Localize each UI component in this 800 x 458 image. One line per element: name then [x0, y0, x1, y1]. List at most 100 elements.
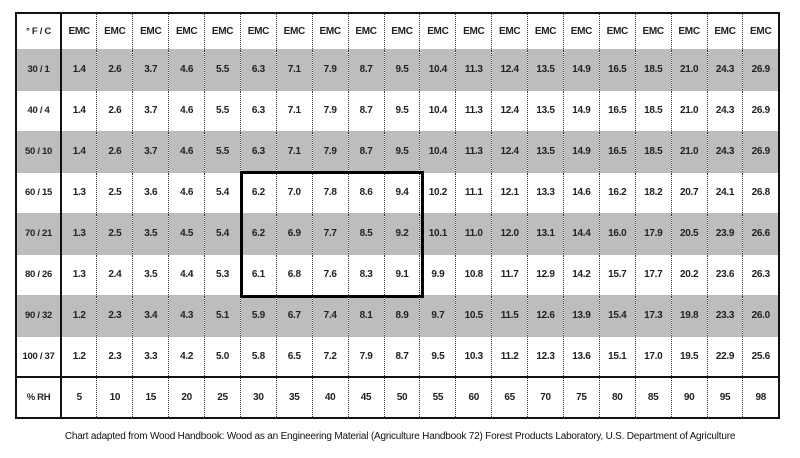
cell: 24.3 — [706, 90, 743, 131]
cell: 1.4 — [60, 131, 97, 172]
cell: 16.0 — [598, 213, 636, 254]
header-cell: EMC — [706, 13, 743, 49]
cell: 7.1 — [275, 131, 313, 172]
cell: 17.3 — [634, 295, 672, 336]
cell: 4.2 — [168, 336, 205, 377]
cell: 7.8 — [311, 172, 349, 213]
cell: 7.1 — [275, 49, 313, 90]
cell: 4.4 — [168, 254, 205, 295]
cell: 18.5 — [634, 90, 672, 131]
cell: 10.4 — [419, 90, 456, 131]
cell: 11.3 — [455, 90, 492, 131]
cell: 25 — [204, 377, 241, 418]
cell: 16.5 — [598, 49, 636, 90]
cell: 26.3 — [742, 254, 779, 295]
cell: 5.5 — [204, 49, 241, 90]
cell: 13.3 — [527, 172, 564, 213]
cell: 16.2 — [598, 172, 636, 213]
cell: 7.9 — [347, 336, 385, 377]
cell: 8.9 — [383, 295, 420, 336]
header-corner: ° F / C — [16, 13, 62, 49]
cell: 12.4 — [491, 90, 528, 131]
cell: 4.5 — [168, 213, 205, 254]
cell: 7.2 — [311, 336, 349, 377]
cell: 4.6 — [168, 49, 205, 90]
cell: 7.7 — [311, 213, 349, 254]
cell: 11.0 — [455, 213, 492, 254]
row-label: 50 / 10 — [16, 131, 62, 172]
cell: 26.9 — [742, 49, 779, 90]
cell: 17.9 — [634, 213, 672, 254]
cell: 5.8 — [239, 336, 277, 377]
cell: 6.5 — [275, 336, 313, 377]
cell: 15.4 — [598, 295, 636, 336]
header-cell: EMC — [634, 13, 672, 49]
cell: 14.9 — [562, 131, 600, 172]
cell: 95 — [706, 377, 743, 418]
cell: 10.3 — [455, 336, 492, 377]
cell: 7.1 — [275, 90, 313, 131]
cell: 13.9 — [562, 295, 600, 336]
header-cell: EMC — [419, 13, 456, 49]
cell: 30 — [239, 377, 277, 418]
cell: 24.3 — [706, 49, 743, 90]
cell: 9.5 — [383, 131, 420, 172]
cell: 12.1 — [491, 172, 528, 213]
header-cell: EMC — [239, 13, 277, 49]
cell: 13.5 — [527, 131, 564, 172]
cell: 85 — [634, 377, 672, 418]
cell: 7.4 — [311, 295, 349, 336]
table-row: 80 / 26 1.3 2.4 3.5 4.4 5.3 6.1 6.8 7.6 8.3 9.1 9.9… — [16, 254, 779, 295]
header-cell: EMC — [562, 13, 600, 49]
cell: 5.1 — [204, 295, 241, 336]
cell: 70 — [527, 377, 564, 418]
cell: 11.3 — [455, 49, 492, 90]
cell: 10.8 — [455, 254, 492, 295]
header-cell: EMC — [204, 13, 241, 49]
cell: 6.8 — [275, 254, 313, 295]
cell: 1.3 — [60, 172, 97, 213]
table-row: 100 / 37 1.2 2.3 3.3 4.2 5.0 5.8 6.5 7.2 7.9 8.7 9.… — [16, 336, 779, 377]
cell: 5.4 — [204, 172, 241, 213]
cell: 5.3 — [204, 254, 241, 295]
header-cell: EMC — [96, 13, 133, 49]
cell: 12.4 — [491, 131, 528, 172]
cell: 1.3 — [60, 254, 97, 295]
header-cell: EMC — [527, 13, 564, 49]
cell: 1.2 — [60, 336, 97, 377]
cell: 12.3 — [527, 336, 564, 377]
cell: 4.6 — [168, 131, 205, 172]
cell: 9.9 — [419, 254, 456, 295]
cell: 7.9 — [311, 131, 349, 172]
cell: 12.4 — [491, 49, 528, 90]
cell: 65 — [491, 377, 528, 418]
header-cell: EMC — [168, 13, 205, 49]
cell: 20 — [168, 377, 205, 418]
cell: 13.6 — [562, 336, 600, 377]
header-cell: EMC — [275, 13, 313, 49]
cell: 5.5 — [204, 90, 241, 131]
cell: 17.7 — [634, 254, 672, 295]
cell: 8.6 — [347, 172, 385, 213]
emc-table: ° F / C EMC EMC EMC EMC EMC EMC EMC EMC EMC EMC EMC… — [15, 12, 780, 419]
cell: 3.6 — [132, 172, 169, 213]
table-row: 90 / 32 1.2 2.3 3.4 4.3 5.1 5.9 6.7 7.4 8.1 8.9 9.7… — [16, 295, 779, 336]
cell: 2.5 — [96, 213, 133, 254]
row-label: 30 / 1 — [16, 49, 62, 90]
cell: 1.4 — [60, 49, 97, 90]
cell: 14.4 — [562, 213, 600, 254]
header-row: ° F / C EMC EMC EMC EMC EMC EMC EMC EMC EMC EMC EMC… — [16, 13, 779, 49]
cell: 20.5 — [670, 213, 708, 254]
cell: 10.4 — [419, 49, 456, 90]
cell: 18.2 — [634, 172, 672, 213]
cell: 45 — [347, 377, 385, 418]
cell: 11.1 — [455, 172, 492, 213]
cell: 24.3 — [706, 131, 743, 172]
cell: 26.8 — [742, 172, 779, 213]
cell: 35 — [275, 377, 313, 418]
row-label: 70 / 21 — [16, 213, 62, 254]
cell: 10.1 — [419, 213, 456, 254]
cell: 9.4 — [383, 172, 420, 213]
cell: 24.1 — [706, 172, 743, 213]
